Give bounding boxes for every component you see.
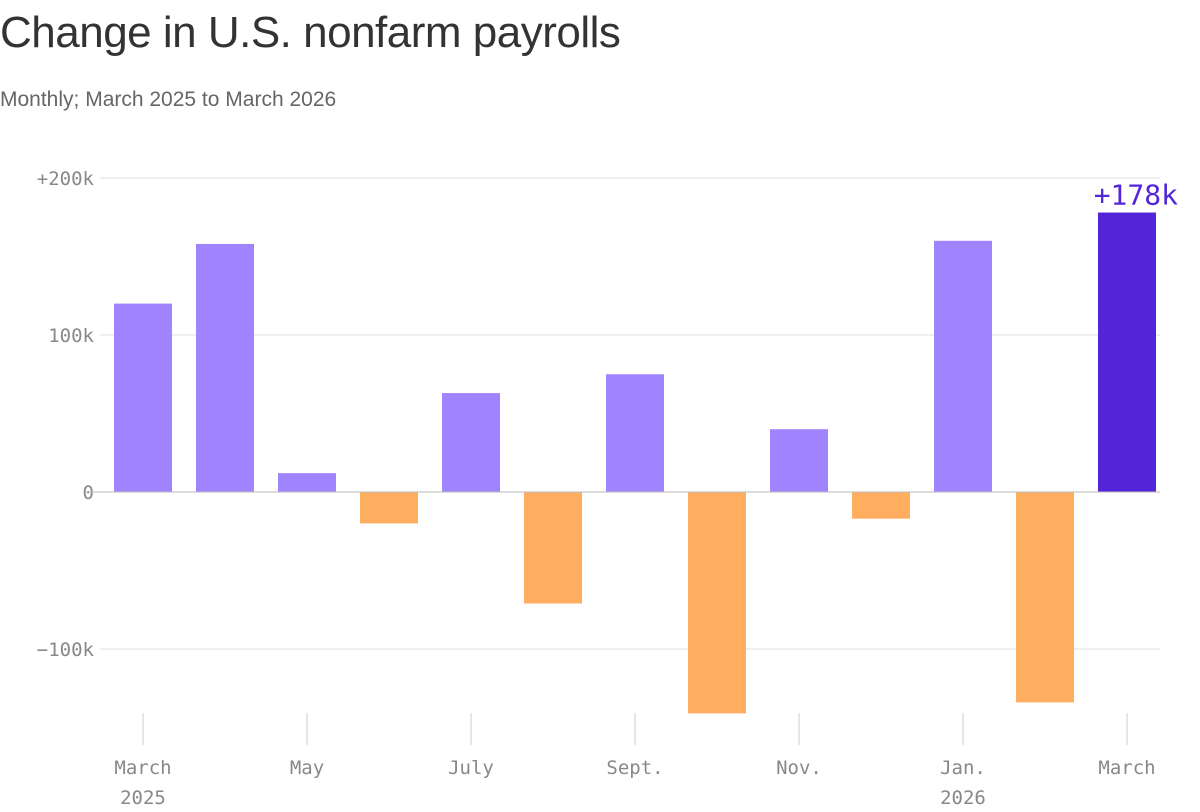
bar-nov-2025 bbox=[770, 429, 828, 492]
bar-jul-2025 bbox=[442, 393, 500, 492]
bar-aug-2025 bbox=[524, 492, 582, 604]
bar-sep-2025 bbox=[606, 374, 664, 492]
x-tick-year-label: 2025 bbox=[120, 787, 166, 809]
bar-jan-2026 bbox=[934, 240, 992, 492]
y-tick-label: +200k bbox=[37, 168, 95, 190]
x-tick-label: Nov. bbox=[776, 757, 822, 779]
bar-apr-2025 bbox=[196, 243, 254, 492]
bar-value-annotation: +178k bbox=[1094, 179, 1178, 212]
x-tick-label: March bbox=[114, 757, 171, 779]
chart-subtitle: Monthly; March 2025 to March 2026 bbox=[0, 88, 337, 111]
bar-jun-2025 bbox=[360, 492, 418, 524]
y-tick-label: 100k bbox=[48, 325, 94, 347]
x-tick-label: Jan. bbox=[940, 757, 986, 779]
x-tick-label: March bbox=[1098, 757, 1155, 779]
bar-may-2025 bbox=[278, 473, 336, 492]
bar-feb-2026 bbox=[1016, 492, 1074, 703]
chart-title: Change in U.S. nonfarm payrolls bbox=[0, 8, 621, 57]
bar-mar-2025 bbox=[114, 303, 172, 492]
x-tick-label: May bbox=[290, 757, 324, 779]
x-tick-year-label: 2026 bbox=[940, 787, 986, 809]
y-tick-label: −100k bbox=[37, 639, 95, 661]
bar-dec-2025 bbox=[852, 492, 910, 519]
x-tick-label: Sept. bbox=[606, 757, 663, 779]
bar-mar-2026 bbox=[1098, 212, 1156, 493]
y-tick-label: 0 bbox=[83, 482, 94, 504]
x-tick-label: July bbox=[448, 757, 494, 779]
bar-oct-2025 bbox=[688, 492, 746, 714]
